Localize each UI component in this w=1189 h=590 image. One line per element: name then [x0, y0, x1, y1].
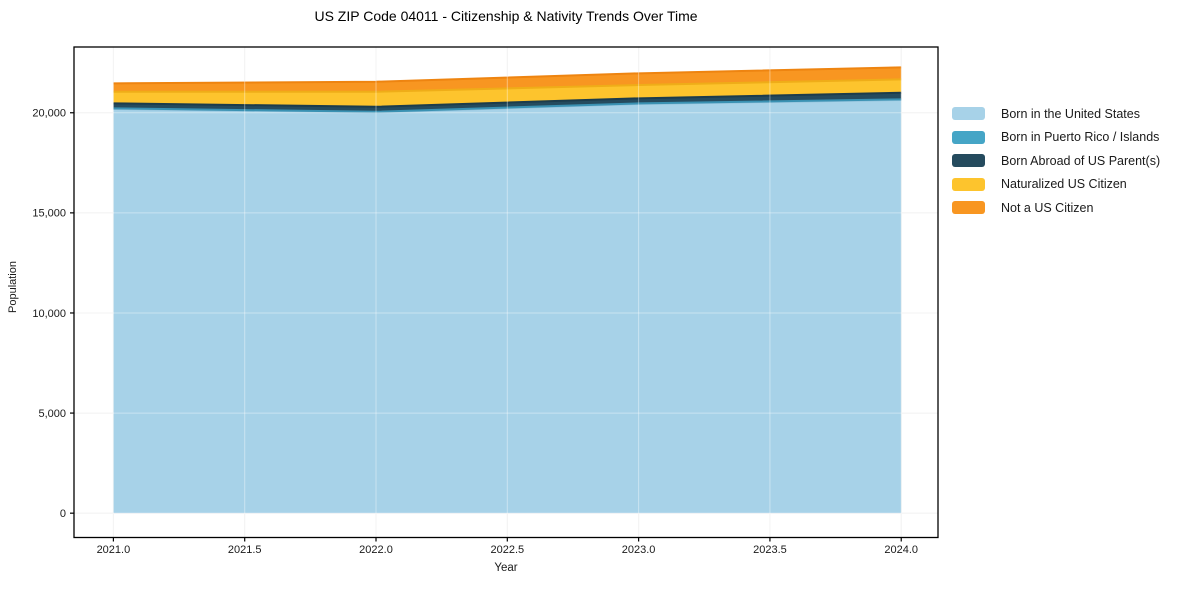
y-tick-label: 20,000: [32, 108, 66, 120]
legend-item: Born in Puerto Rico / Islands: [952, 130, 1160, 144]
y-axis-label: Population: [7, 261, 19, 313]
legend-swatch-icon: [952, 177, 985, 191]
legend-label: Born Abroad of US Parent(s): [1001, 153, 1161, 168]
area-edge-line: [113, 66, 902, 85]
legend-item: Naturalized US Citizen: [952, 177, 1160, 191]
x-tick-label: 2024.0: [884, 544, 918, 556]
legend-item: Not a US Citizen: [952, 200, 1160, 215]
area-edge-line: [113, 78, 902, 93]
legend-item: Born Abroad of US Parent(s): [952, 153, 1161, 168]
area-band: [113, 67, 902, 92]
legend-swatch-icon: [952, 130, 985, 144]
area-edge-line: [113, 98, 902, 113]
area-band: [113, 99, 902, 514]
legend-label: Not a US Citizen: [1001, 200, 1094, 215]
x-axis-label: Year: [494, 562, 518, 574]
legend-label: Born in Puerto Rico / Islands: [1001, 130, 1160, 144]
chart-legend: Born in the United States Born in Puerto …: [952, 107, 1160, 225]
legend-label: Born in the United States: [1001, 106, 1140, 121]
x-tick-label: 2023.5: [753, 544, 787, 556]
x-tick-label: 2022.0: [359, 544, 393, 556]
chart-title: US ZIP Code 04011 - Citizenship & Nativi…: [314, 8, 698, 24]
legend-item: Born in the United States: [952, 106, 1160, 121]
axis-ticks: 2021.0 2021.5 2022.0 2022.5 2023.0 2023.5 2024…: [32, 108, 918, 556]
legend-swatch-icon: [952, 107, 985, 120]
plot-frame: [73, 46, 939, 539]
legend-label: Naturalized US Citizen: [1001, 177, 1127, 191]
legend-swatch-icon: [952, 154, 985, 167]
y-tick-label: 10,000: [32, 308, 66, 320]
x-tick-label: 2022.5: [490, 544, 524, 556]
x-tick-label: 2023.0: [622, 544, 656, 556]
x-tick-label: 2021.0: [97, 544, 131, 556]
area-edge-line: [113, 91, 902, 108]
y-tick-label: 5,000: [38, 408, 66, 420]
gridlines-overlay: [74, 47, 938, 538]
area-band: [113, 79, 902, 107]
legend-swatch-icon: [952, 201, 985, 214]
y-tick-label: 15,000: [32, 208, 66, 220]
area-series: [113, 66, 902, 514]
x-tick-label: 2021.5: [228, 544, 262, 556]
y-tick-label: 0: [60, 508, 66, 520]
